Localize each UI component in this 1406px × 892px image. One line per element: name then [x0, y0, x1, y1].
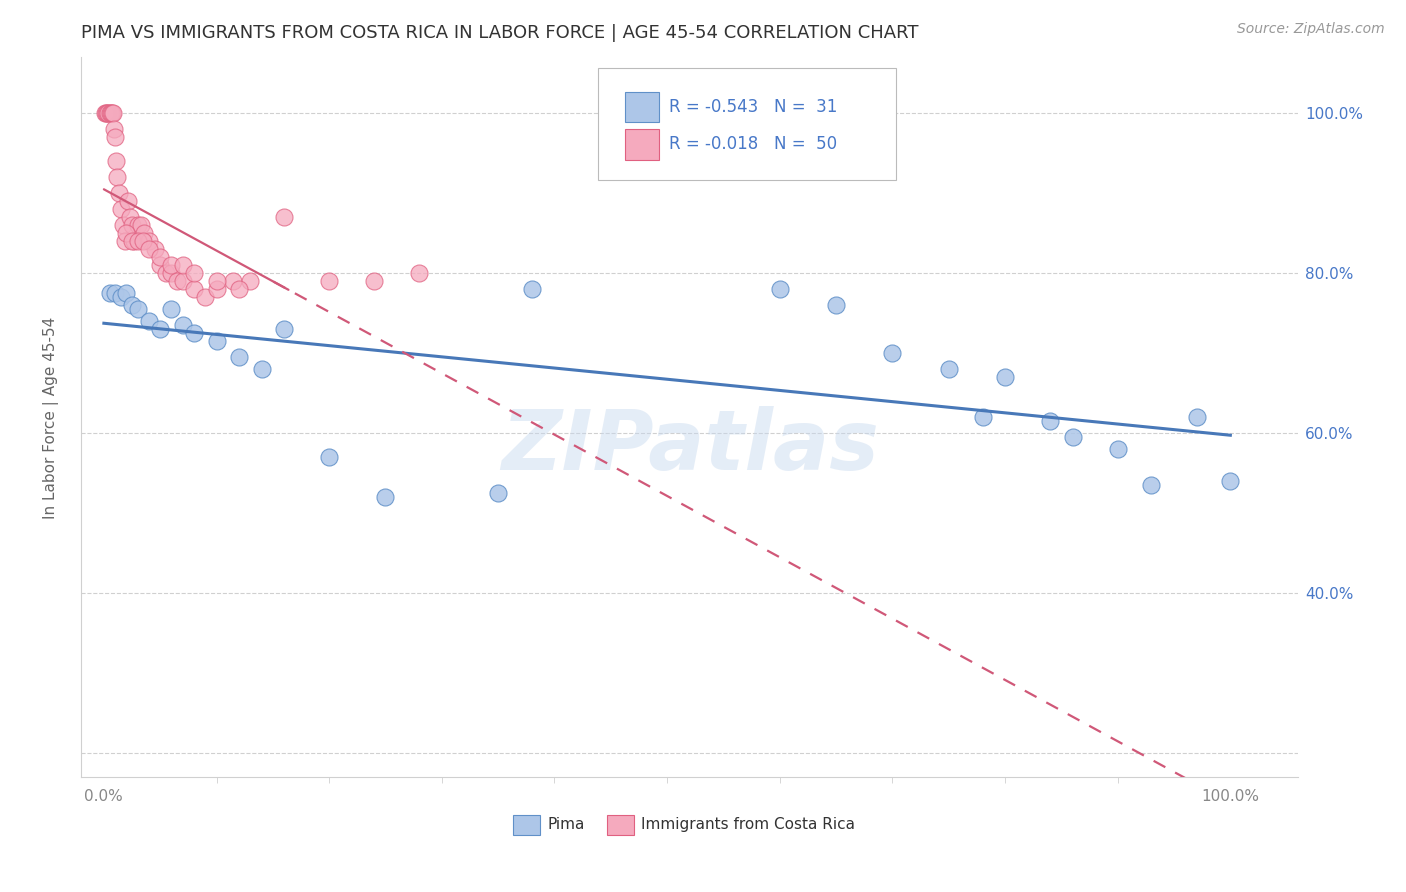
- Point: [769, 282, 792, 296]
- Point: [825, 298, 848, 312]
- Point: [363, 274, 385, 288]
- Point: [149, 259, 172, 273]
- Point: [117, 194, 139, 209]
- Point: [97, 106, 120, 120]
- Y-axis label: In Labor Force | Age 45-54: In Labor Force | Age 45-54: [44, 317, 59, 518]
- FancyBboxPatch shape: [626, 129, 659, 160]
- Point: [149, 251, 172, 265]
- Point: [1039, 414, 1062, 428]
- Point: [1107, 442, 1129, 457]
- Point: [143, 243, 166, 257]
- Point: [205, 282, 228, 296]
- FancyBboxPatch shape: [599, 68, 897, 180]
- Point: [110, 290, 132, 304]
- Point: [486, 486, 509, 500]
- Point: [94, 106, 117, 120]
- Point: [114, 235, 136, 249]
- Point: [127, 235, 149, 249]
- Point: [103, 122, 125, 136]
- Point: [101, 106, 124, 120]
- Point: [138, 243, 160, 257]
- Point: [172, 318, 194, 333]
- Point: [1140, 478, 1163, 492]
- Point: [882, 346, 904, 360]
- Point: [132, 235, 155, 249]
- Point: [115, 286, 138, 301]
- Point: [318, 274, 340, 288]
- Point: [121, 298, 143, 312]
- Point: [172, 274, 194, 288]
- Point: [110, 202, 132, 217]
- Text: ZIPatlas: ZIPatlas: [501, 406, 879, 487]
- Point: [107, 186, 129, 201]
- Point: [129, 219, 152, 233]
- Point: [408, 266, 430, 280]
- Point: [520, 282, 543, 296]
- FancyBboxPatch shape: [626, 92, 659, 122]
- Point: [100, 106, 122, 120]
- Point: [134, 227, 156, 241]
- Point: [183, 266, 205, 280]
- Point: [105, 154, 128, 169]
- Point: [96, 106, 118, 120]
- Point: [100, 106, 122, 120]
- Point: [160, 266, 183, 280]
- Point: [994, 370, 1017, 384]
- Point: [374, 491, 396, 505]
- Point: [155, 266, 177, 280]
- Point: [160, 259, 183, 273]
- Point: [205, 334, 228, 349]
- Point: [1219, 475, 1241, 489]
- Point: [105, 170, 128, 185]
- Point: [121, 219, 143, 233]
- Point: [104, 130, 127, 145]
- Point: [250, 362, 273, 376]
- Point: [115, 227, 138, 241]
- Point: [239, 274, 262, 288]
- Text: Immigrants from Costa Rica: Immigrants from Costa Rica: [641, 817, 855, 832]
- Point: [183, 326, 205, 341]
- Point: [222, 274, 245, 288]
- Point: [172, 259, 194, 273]
- Point: [111, 219, 134, 233]
- Point: [98, 106, 121, 120]
- Text: R = -0.018   N =  50: R = -0.018 N = 50: [669, 135, 837, 153]
- Point: [149, 322, 172, 336]
- Point: [1062, 430, 1084, 444]
- Text: PIMA VS IMMIGRANTS FROM COSTA RICA IN LABOR FORCE | AGE 45-54 CORRELATION CHART: PIMA VS IMMIGRANTS FROM COSTA RICA IN LA…: [82, 24, 920, 42]
- Point: [124, 235, 146, 249]
- Point: [183, 282, 205, 296]
- Text: Pima: Pima: [547, 817, 585, 832]
- Point: [160, 302, 183, 317]
- Point: [938, 362, 960, 376]
- Point: [318, 450, 340, 465]
- Text: Source: ZipAtlas.com: Source: ZipAtlas.com: [1237, 22, 1385, 37]
- Point: [138, 235, 160, 249]
- Point: [1185, 410, 1208, 425]
- Point: [194, 290, 217, 304]
- Point: [972, 410, 994, 425]
- Point: [121, 235, 143, 249]
- Point: [166, 274, 188, 288]
- Point: [228, 282, 250, 296]
- Point: [273, 322, 295, 336]
- Point: [205, 274, 228, 288]
- Text: R = -0.543   N =  31: R = -0.543 N = 31: [669, 98, 838, 116]
- Point: [98, 286, 121, 301]
- Point: [127, 302, 149, 317]
- Point: [104, 286, 127, 301]
- Point: [228, 351, 250, 365]
- Point: [273, 211, 295, 225]
- FancyBboxPatch shape: [607, 815, 634, 835]
- Point: [127, 219, 149, 233]
- Point: [118, 211, 141, 225]
- FancyBboxPatch shape: [513, 815, 540, 835]
- Point: [94, 106, 117, 120]
- Point: [138, 314, 160, 328]
